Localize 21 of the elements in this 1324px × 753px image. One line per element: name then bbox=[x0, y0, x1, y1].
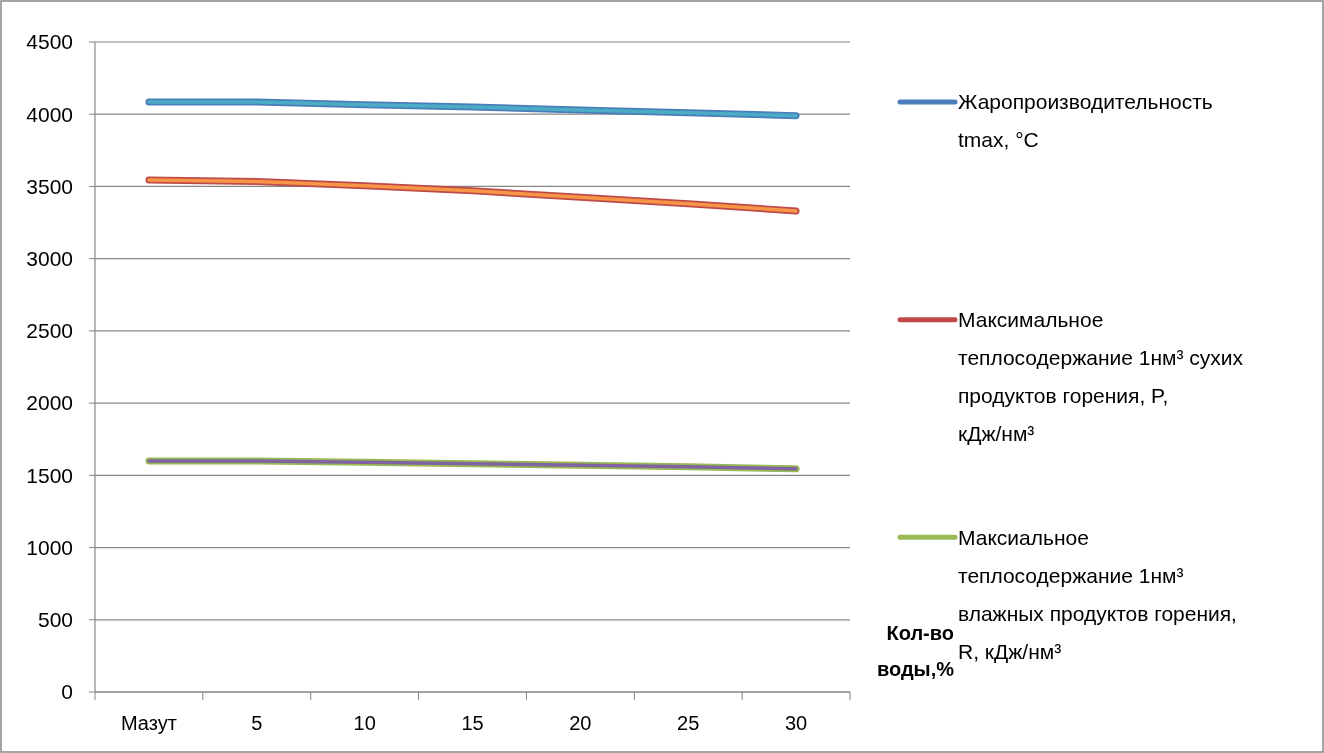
x-tick-label: 20 bbox=[569, 712, 592, 734]
x-axis-title: Кол-во воды,% bbox=[876, 622, 955, 680]
y-tick-label: 4500 bbox=[26, 30, 73, 54]
y-tick-label: 2000 bbox=[26, 391, 73, 415]
x-tick-label: 25 bbox=[677, 712, 700, 734]
legend-label: Жаропроизводительность tmax, °C bbox=[958, 90, 1213, 152]
y-tick-label: 3000 bbox=[26, 247, 73, 271]
y-tick-label: 3500 bbox=[26, 174, 73, 198]
y-tick-label: 1500 bbox=[26, 463, 73, 487]
legend-label: Максиальное теплосодержание 1нм³ влажных продуктов горения, R, кДж/нм³ bbox=[958, 525, 1237, 663]
x-tick-label: 15 bbox=[461, 712, 484, 734]
legend-label: Максимальное теплосодержание 1нм³ сухих продуктов горения, P, кДж/нм³ bbox=[958, 308, 1244, 446]
y-tick-label: 0 bbox=[61, 680, 73, 704]
y-tick-label: 4000 bbox=[26, 102, 73, 126]
y-tick-label: 2500 bbox=[26, 319, 73, 343]
x-tick-label: Мазут bbox=[120, 712, 177, 734]
y-tick-label: 1000 bbox=[26, 535, 73, 559]
x-tick-label: 5 bbox=[251, 712, 263, 734]
x-tick-label: 10 bbox=[353, 712, 376, 734]
x-tick-label: 30 bbox=[784, 712, 808, 734]
y-tick-label: 500 bbox=[37, 608, 73, 632]
